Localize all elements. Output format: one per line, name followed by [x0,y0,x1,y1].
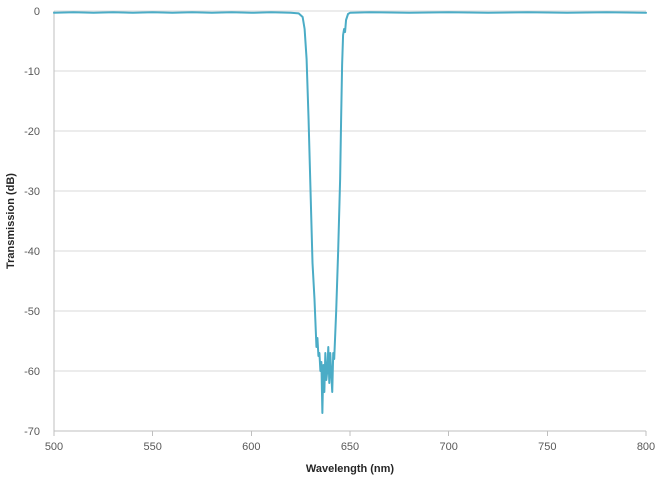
x-tick-label: 500 [45,441,63,453]
series-line [53,11,647,414]
tick-labels: 0 -10 -20 -30 -40 -50 -60 -70 500 550 600 650 700 750… [24,6,655,453]
gridlines [54,10,646,372]
y-tick-label: -10 [24,66,40,78]
y-tick-label: -30 [24,186,40,198]
series-layer [53,11,647,414]
y-tick-label: -60 [24,366,40,378]
x-tick-label: 700 [439,441,457,453]
axes [53,11,647,436]
x-tick-label: 800 [637,441,655,453]
y-tick-label: -70 [24,426,40,438]
y-tick-label: -20 [24,126,40,138]
x-tick-label: 750 [538,441,556,453]
x-tick-label: 550 [143,441,161,453]
y-axis-title: Transmission (dB) [5,173,17,269]
y-tick-label: 0 [34,6,40,18]
x-tick-label: 600 [242,441,260,453]
y-tick-label: -40 [24,246,40,258]
x-axis-title: Wavelength (nm) [306,463,395,475]
x-tick-label: 650 [341,441,359,453]
y-tick-label: -50 [24,306,40,318]
